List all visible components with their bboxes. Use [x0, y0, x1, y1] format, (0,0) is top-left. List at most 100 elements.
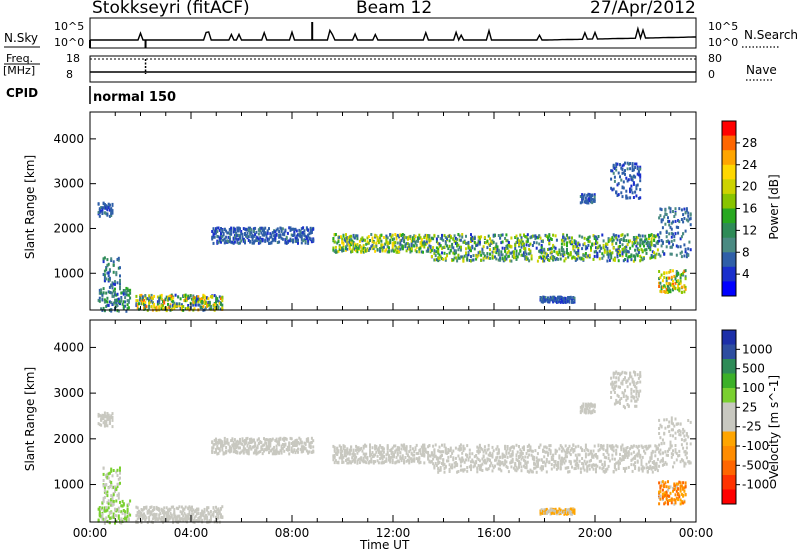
power-cell	[559, 252, 562, 256]
velocity-cell	[463, 468, 466, 472]
power-cell	[150, 305, 153, 309]
power-cell	[593, 198, 596, 202]
velocity-cell	[141, 514, 144, 518]
power-cell	[587, 254, 590, 258]
power-cell	[587, 192, 590, 196]
velocity-cell	[568, 451, 571, 455]
power-cell	[384, 242, 387, 246]
power-cell	[144, 300, 147, 304]
power-cell	[619, 163, 621, 167]
power-cell	[600, 246, 603, 250]
velocity-cell	[136, 517, 139, 521]
velocity-cell	[395, 448, 398, 452]
power-cell	[495, 248, 498, 251]
power-cell	[497, 248, 500, 252]
velocity-cell	[106, 519, 109, 523]
power-cell	[408, 246, 411, 249]
velocity-cell	[340, 454, 342, 458]
power-cell	[553, 256, 556, 260]
velocity-cell	[670, 421, 673, 425]
velocity-cell	[153, 512, 156, 516]
power-cell	[677, 287, 680, 291]
power-cell	[587, 239, 590, 243]
velocity-cell	[106, 476, 109, 480]
velocity-cell	[423, 449, 426, 453]
velocity-cell	[222, 444, 225, 448]
velocity-cell	[284, 442, 287, 446]
velocity-cell	[566, 455, 568, 459]
velocity-cell	[405, 451, 408, 455]
velocity-cell	[444, 465, 447, 469]
power-cell	[240, 239, 243, 243]
power-cell	[543, 295, 546, 299]
velocity-cell	[246, 449, 249, 453]
velocity-cell	[288, 444, 291, 448]
power-cell	[233, 230, 236, 234]
power-cell	[305, 226, 308, 230]
velocity-cell	[590, 449, 592, 453]
power-cell	[640, 238, 643, 242]
velocity-cell	[529, 468, 532, 472]
power-cell	[661, 218, 664, 222]
velocity-cell	[380, 450, 383, 454]
power-cell	[627, 250, 630, 254]
power-cell	[603, 248, 606, 252]
power-cell	[160, 297, 163, 301]
velocity-cell	[689, 420, 692, 424]
velocity-cell	[342, 455, 345, 459]
velocity-cell	[255, 446, 258, 450]
velocity-cell	[553, 511, 556, 515]
velocity-cell	[497, 459, 500, 463]
velocity-cell	[102, 517, 105, 521]
velocity-cell	[651, 470, 654, 474]
velocity-cell	[281, 446, 284, 450]
power-cell	[384, 249, 387, 253]
power-cell	[216, 239, 219, 243]
velocity-cell	[680, 443, 683, 447]
velocity-cell	[544, 450, 547, 454]
power-cell	[381, 249, 384, 253]
power-cell	[581, 235, 584, 239]
velocity-cell	[201, 509, 204, 513]
velocity-cell	[617, 463, 620, 467]
power-cell	[473, 240, 476, 244]
power-cell	[233, 234, 236, 238]
velocity-cell	[380, 461, 383, 465]
velocity-cell	[98, 506, 101, 510]
velocity-cell	[401, 456, 404, 460]
velocity-cell	[110, 516, 113, 520]
velocity-cell	[654, 468, 657, 471]
power-cell	[396, 247, 399, 251]
velocity-cell	[239, 440, 241, 444]
velocity-cell	[535, 459, 538, 463]
velocity-cell	[165, 517, 168, 521]
velocity-cell	[158, 513, 161, 517]
power-cell	[115, 293, 118, 297]
power-cell	[135, 302, 138, 306]
power-cell	[294, 236, 297, 240]
power-cell	[148, 306, 151, 310]
power-cell	[307, 239, 310, 243]
velocity-cell	[543, 460, 546, 464]
velocity-cell	[418, 449, 421, 453]
power-cell	[251, 238, 254, 242]
velocity-cell	[415, 451, 418, 455]
power-cell	[548, 299, 551, 303]
velocity-cell	[106, 414, 109, 418]
power-cell	[260, 226, 263, 230]
power-cell	[499, 258, 502, 262]
velocity-cell	[101, 513, 104, 517]
power-cell	[105, 304, 108, 308]
velocity-cell	[640, 461, 643, 465]
power-cell	[523, 254, 525, 258]
power-cell	[583, 254, 586, 258]
velocity-cell	[478, 450, 481, 454]
velocity-cell	[427, 451, 430, 454]
power-cell	[289, 228, 292, 232]
power-cell	[379, 234, 382, 238]
power-cell	[275, 233, 278, 237]
power-cell	[341, 241, 344, 245]
velocity-cell	[605, 449, 608, 453]
velocity-cell	[221, 443, 224, 447]
power-cell	[274, 239, 277, 243]
